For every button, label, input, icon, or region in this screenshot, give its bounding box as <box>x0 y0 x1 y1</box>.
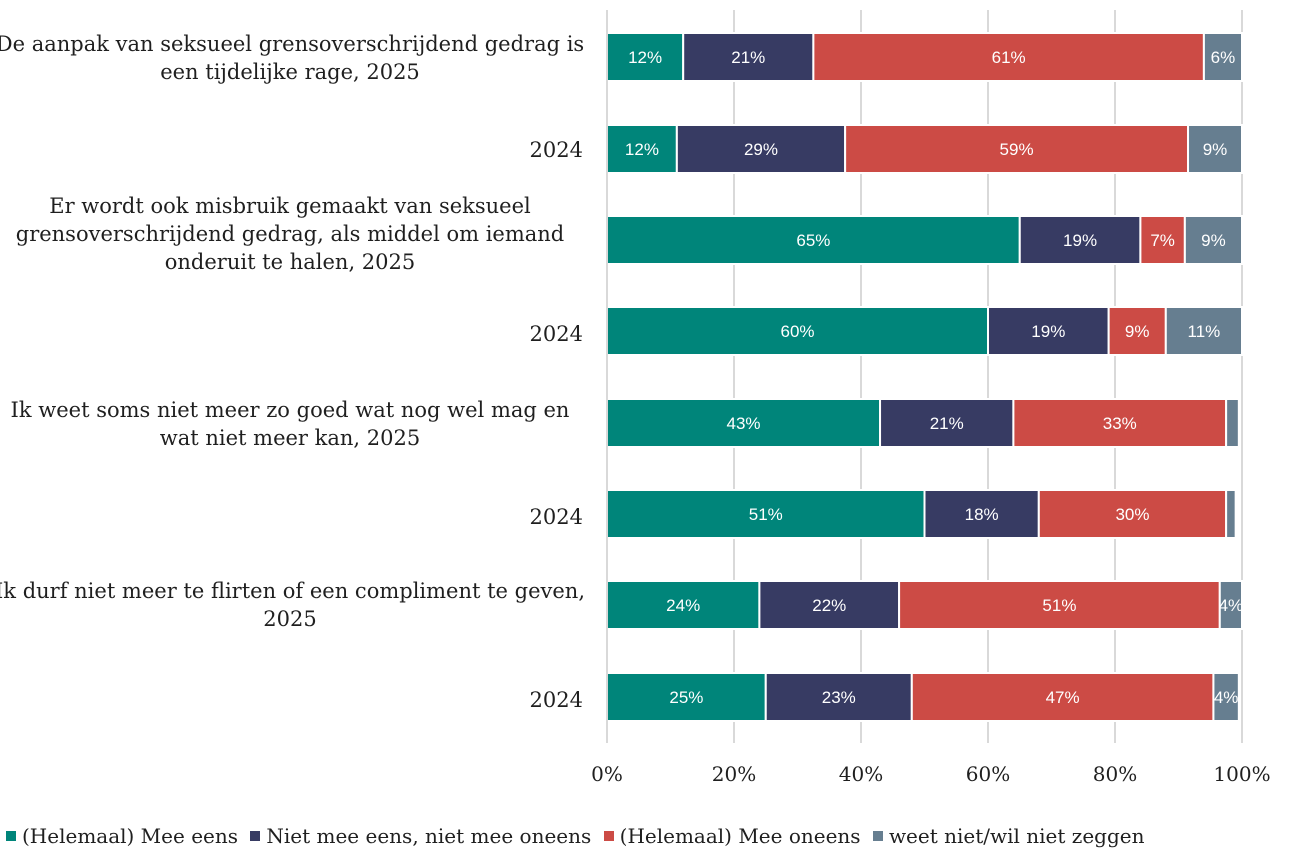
x-tick-label: 80% <box>1092 762 1138 786</box>
x-tick-label: 40% <box>838 762 884 786</box>
bar-segment <box>910 672 1215 722</box>
bar-segment <box>1164 306 1244 356</box>
category-label: 2024 <box>529 138 583 162</box>
category-label: 2024 <box>529 688 583 712</box>
bar-segment <box>764 672 913 722</box>
bar-segment <box>1212 672 1240 722</box>
data-label: 60% <box>780 322 814 341</box>
data-label: 4% <box>1219 596 1244 615</box>
bar-segment <box>1018 215 1142 265</box>
x-tick-label: 100% <box>1213 762 1271 786</box>
data-label: 51% <box>1042 596 1076 615</box>
data-label: 12% <box>625 140 659 159</box>
data-label: 65% <box>796 231 830 250</box>
data-label: 51% <box>749 505 783 524</box>
x-tick-label: 0% <box>591 762 623 786</box>
bar-segment <box>1218 580 1244 630</box>
data-label: 61% <box>992 48 1026 67</box>
category-label: 2024 <box>529 322 583 346</box>
data-label: 19% <box>1063 231 1097 250</box>
data-label: 21% <box>930 414 964 433</box>
data-label: 33% <box>1103 414 1137 433</box>
legend-swatch <box>250 831 261 841</box>
category-label: Ik durf niet meer te flirten of een comp… <box>0 579 586 631</box>
legend-label: weet niet/wil niet zeggen <box>888 824 1145 848</box>
bar-segment <box>606 489 926 539</box>
x-tick-label: 60% <box>965 762 1011 786</box>
data-label: 7% <box>1150 231 1175 250</box>
bar-segment <box>1139 215 1186 265</box>
data-label: 43% <box>727 414 761 433</box>
legend-item-agree: (Helemaal) Mee eens <box>6 824 238 848</box>
data-label: 22% <box>812 596 846 615</box>
bar-segment <box>606 398 882 448</box>
data-label: 30% <box>1115 505 1149 524</box>
data-label: 9% <box>1203 140 1228 159</box>
data-label: 6% <box>1211 48 1236 67</box>
bar-segment <box>879 398 1015 448</box>
legend-swatch <box>872 831 883 841</box>
bar-segment <box>1202 32 1244 82</box>
legend-item-dontknow: weet niet/wil niet zeggen <box>872 824 1145 848</box>
data-label: 19% <box>1031 322 1065 341</box>
bar-segment <box>606 306 989 356</box>
bar-segment <box>1225 489 1237 539</box>
data-label: 12% <box>628 48 662 67</box>
bar-segment <box>1225 398 1240 448</box>
x-tick-label: 20% <box>711 762 757 786</box>
data-label: 21% <box>731 48 765 67</box>
data-label: 29% <box>744 140 778 159</box>
data-label: 23% <box>822 688 856 707</box>
legend-label: Niet mee eens, niet mee oneens <box>266 824 592 848</box>
bar-segment <box>675 124 847 174</box>
data-label: 59% <box>1000 140 1034 159</box>
data-label: 47% <box>1046 688 1080 707</box>
bar-segment <box>606 32 685 82</box>
data-label: 9% <box>1125 322 1150 341</box>
data-label: 9% <box>1201 231 1226 250</box>
legend-item-neutral: Niet mee eens, niet mee oneens <box>250 824 591 848</box>
bar-segment <box>758 580 901 630</box>
bar-segment <box>1012 398 1228 448</box>
bar-segment <box>1187 124 1244 174</box>
legend: (Helemaal) Mee eens Niet mee eens, niet … <box>6 824 1150 848</box>
legend-swatch <box>603 831 614 841</box>
legend-swatch <box>6 831 16 841</box>
legend-label: (Helemaal) Mee eens <box>22 824 239 848</box>
bar-segment <box>1183 215 1243 265</box>
category-label: Ik weet soms niet meer zo goed wat nog w… <box>10 398 570 450</box>
data-label: 4% <box>1214 688 1239 707</box>
bar-segment <box>844 124 1190 174</box>
legend-item-disagree: (Helemaal) Mee oneens <box>603 824 861 848</box>
category-label: De aanpak van seksueel grensoverschrijde… <box>0 32 585 84</box>
data-label: 24% <box>666 596 700 615</box>
legend-label: (Helemaal) Mee oneens <box>619 824 861 848</box>
data-label: 25% <box>669 688 703 707</box>
data-label: 11% <box>1188 322 1221 341</box>
data-label: 18% <box>965 505 999 524</box>
bar-segment <box>682 32 815 82</box>
category-label: 2024 <box>529 505 583 529</box>
category-label: Er wordt ook misbruik gemaakt van seksue… <box>15 194 565 274</box>
